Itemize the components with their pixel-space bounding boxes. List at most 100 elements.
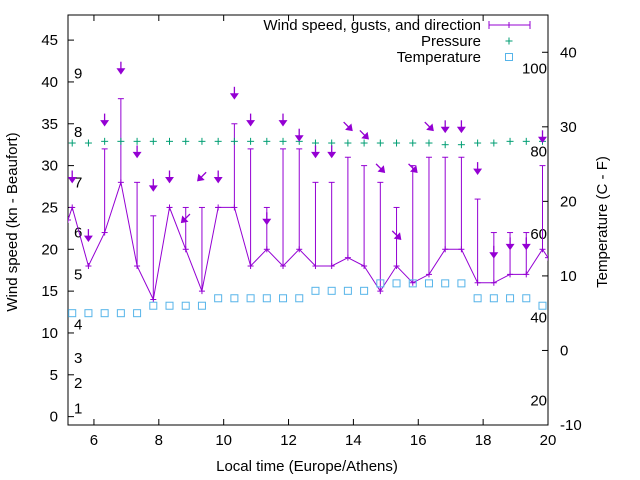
temperature-point (360, 286, 369, 295)
temperature-point (343, 286, 352, 295)
legend-label: Temperature (397, 49, 481, 66)
temperature-series (68, 279, 547, 318)
temperature-point (279, 294, 288, 303)
wind-arrow (197, 171, 207, 182)
temperature-point (408, 279, 417, 288)
x-tick-label: 20 (540, 432, 557, 449)
y2-tick-label: 40 (560, 44, 577, 61)
beaufort-label: 1 (74, 400, 82, 417)
pressure-point (133, 137, 141, 145)
beaufort-label: 9 (74, 66, 82, 83)
fahrenheit-label: 60 (530, 226, 547, 243)
temperature-point (246, 294, 255, 303)
temperature-point (473, 294, 482, 303)
temperature-point (311, 286, 320, 295)
legend-label: Wind speed, gusts, and direction (263, 17, 481, 34)
pressure-point (149, 137, 157, 145)
pressure-point (198, 137, 206, 145)
temperature-point (214, 294, 223, 303)
wind-arrow (505, 237, 515, 251)
pressure-point (68, 139, 76, 147)
pressure-point (393, 139, 401, 147)
y-tick-label: 15 (41, 283, 58, 300)
wind-arrow (132, 145, 142, 159)
y-tick-label: 0 (50, 409, 58, 426)
temperature-point (181, 301, 190, 310)
temperature-point (116, 309, 125, 318)
wind-arrow (359, 129, 369, 140)
wind-arrow (343, 121, 353, 132)
pressure-point (166, 137, 174, 145)
plot-frame (67, 14, 549, 426)
wind-arrow (408, 163, 418, 173)
beaufort-label: 4 (74, 317, 82, 334)
pressure-point (182, 137, 190, 145)
wind-arrow (294, 128, 304, 142)
legend-label: Pressure (421, 33, 481, 50)
beaufort-label: 3 (74, 350, 82, 367)
y-tick-label: 5 (50, 367, 58, 384)
pressure-point (344, 139, 352, 147)
wind-arrow (246, 113, 256, 127)
y-tick-label: 30 (41, 158, 58, 175)
y2-tick-label: 30 (560, 119, 577, 136)
pressure-point (474, 139, 482, 147)
temperature-point (100, 309, 109, 318)
y-axis-ticks: 0 5 10 15 20 25 30 35 40 45 (41, 32, 74, 426)
y-tick-label: 45 (41, 32, 58, 49)
wind-arrow (180, 213, 191, 224)
temperature-point (441, 279, 450, 288)
temperature-point (197, 301, 206, 310)
y-tick-label: 25 (41, 199, 58, 216)
y2-tick-label: 10 (560, 268, 577, 285)
wind-arrow (311, 145, 320, 159)
x-tick-label: 8 (155, 432, 163, 449)
temperature-point (424, 279, 433, 288)
pressure-point (457, 141, 465, 149)
temperature-point (506, 294, 515, 303)
wind-speed-series (68, 179, 548, 303)
y-tick-label: 20 (41, 241, 58, 258)
beaufort-label: 7 (74, 174, 82, 191)
wind-arrow (473, 162, 483, 175)
y2-tick-label: 0 (560, 342, 568, 359)
wind-arrow (148, 178, 158, 192)
wind-arrow (327, 145, 337, 159)
beaufort-scale: 1 2 3 4 5 6 7 8 9 (74, 66, 82, 418)
temperature-point (295, 294, 304, 303)
y2-tick-label: 20 (560, 193, 577, 210)
wind-arrow (213, 170, 223, 184)
y-axis-title: Wind speed (kn - Beaufort) (4, 132, 21, 311)
legend-square (505, 53, 513, 61)
x-tick-label: 12 (280, 432, 297, 449)
wind-arrow (278, 113, 288, 127)
gust-bars (101, 98, 546, 300)
wind-arrow (116, 61, 126, 75)
wind-arrow (489, 245, 499, 259)
x-tick-label: 16 (410, 432, 427, 449)
y-tick-label: 35 (41, 116, 58, 133)
wind-arrow (391, 230, 402, 240)
wind-arrow (375, 163, 386, 173)
pressure-point (311, 139, 319, 147)
pressure-point (490, 139, 498, 147)
y2-tick-label: -10 (560, 417, 582, 434)
y2-axis-title: Temperature (C - F) (594, 156, 611, 288)
legend: Wind speed, gusts, and directionPressure… (263, 17, 531, 66)
temperature-point (376, 279, 385, 288)
pressure-series (68, 137, 546, 149)
wind-arrow (67, 170, 77, 184)
wind-arrow (165, 170, 174, 184)
y-tick-label: 40 (41, 74, 58, 91)
pressure-point (522, 137, 530, 145)
wind-arrow (262, 212, 272, 226)
wind-speed-line (68, 182, 548, 302)
pressure-point (441, 141, 449, 149)
beaufort-label: 8 (74, 124, 82, 141)
wind-arrow (100, 113, 110, 127)
temperature-point (538, 301, 547, 310)
fahrenheit-label: 20 (530, 392, 547, 409)
pressure-point (247, 137, 255, 145)
wind-arrow (440, 120, 450, 134)
